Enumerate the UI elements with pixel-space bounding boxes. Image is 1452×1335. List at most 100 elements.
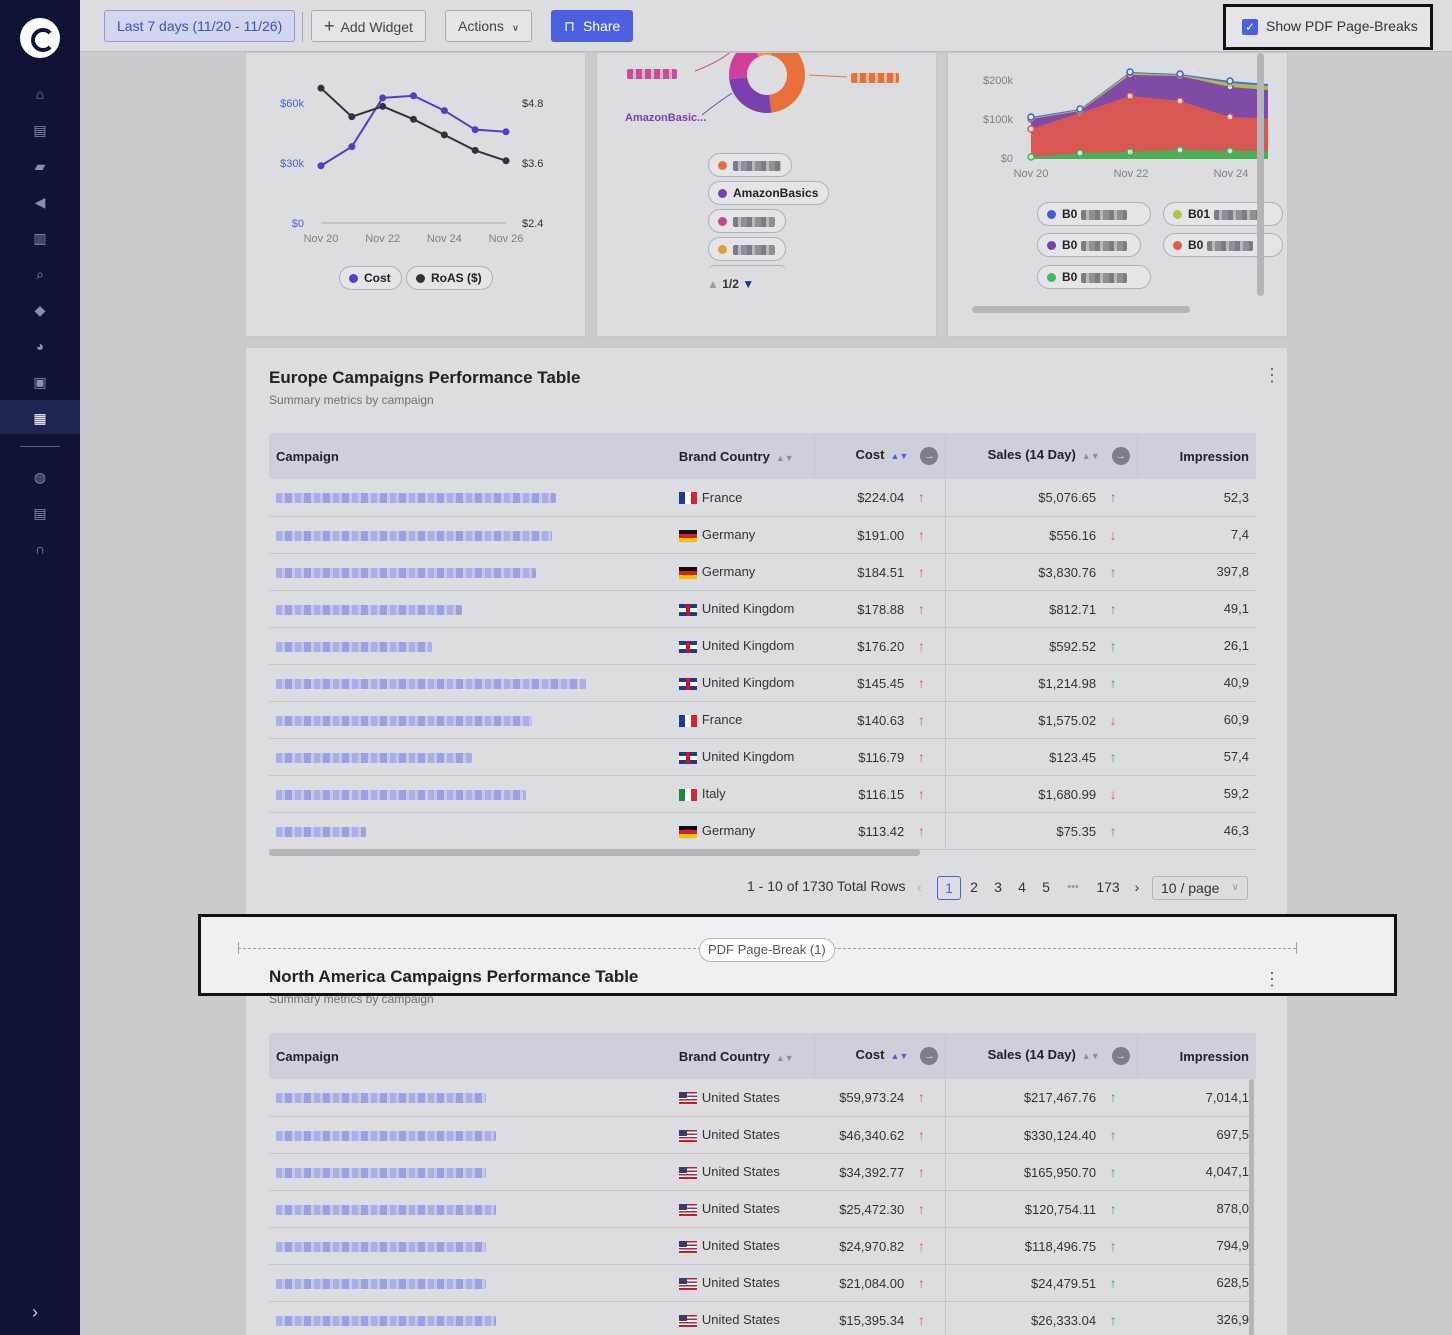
data-point[interactable] [471, 146, 479, 154]
cell-campaign[interactable] [269, 664, 672, 702]
donut-slice[interactable] [729, 77, 772, 113]
sort-icon[interactable]: ▲▼ [775, 452, 794, 463]
data-point[interactable] [379, 94, 387, 102]
col-cost[interactable]: Cost ▲▼ → [814, 433, 946, 479]
data-point[interactable] [440, 107, 448, 115]
data-point[interactable] [1027, 113, 1035, 121]
barcode-icon[interactable]: ▥ [33, 230, 47, 246]
data-point[interactable] [410, 115, 417, 123]
sort-desc-icon[interactable]: ▲▼ [890, 1051, 909, 1061]
data-point[interactable] [317, 162, 325, 170]
campaign-name-blurred[interactable] [276, 715, 532, 726]
area-legend-item[interactable]: B0 [1037, 202, 1151, 226]
table-row[interactable]: United States $25,472.30 ↑ $120,754.11 ↑ 878,… [269, 1190, 1256, 1228]
table-vertical-scrollbar[interactable] [1249, 1079, 1254, 1335]
table-row[interactable]: Germany $184.51 ↑ $3,830.76 ↑ 397,8 [269, 553, 1256, 591]
triangle-down-icon[interactable]: ▼ [742, 277, 755, 291]
table-row[interactable]: Germany $191.00 ↑ $556.16 ↓ 7,4 [269, 516, 1256, 554]
campaign-name-blurred[interactable] [276, 1130, 496, 1141]
campaign-name-blurred[interactable] [276, 493, 556, 504]
cell-campaign[interactable] [269, 553, 672, 591]
cell-campaign[interactable] [269, 516, 672, 554]
data-point[interactable] [348, 113, 356, 121]
pie-chart-icon[interactable]: ◕ [35, 338, 45, 354]
data-point[interactable] [1076, 149, 1084, 157]
pdf-page-breaks-toggle[interactable]: ✓ Show PDF Page-Breaks [1223, 4, 1433, 50]
col-impression[interactable]: Impression [1136, 433, 1256, 479]
cell-campaign[interactable] [269, 1190, 672, 1228]
triangle-up-icon[interactable]: ▲ [707, 277, 719, 291]
folder-icon[interactable]: ▰ [34, 158, 46, 174]
sort-icon[interactable]: ▲▼ [1081, 451, 1100, 461]
campaign-name-blurred[interactable] [276, 826, 366, 837]
col-impression[interactable]: Impression [1136, 1033, 1256, 1079]
table-row[interactable]: United States $24,970.82 ↑ $118,496.75 ↑ 794,… [269, 1227, 1256, 1265]
data-point[interactable] [1126, 92, 1134, 100]
campaign-name-blurred[interactable] [276, 567, 536, 578]
kebab-icon[interactable]: ⋮ [1263, 365, 1281, 385]
cell-campaign[interactable] [269, 738, 672, 776]
data-point[interactable] [317, 84, 325, 92]
data-point[interactable] [502, 157, 510, 165]
page-1[interactable]: 1 [937, 876, 961, 900]
data-point[interactable] [410, 92, 417, 100]
donut-slice[interactable] [769, 53, 805, 113]
col-campaign[interactable]: Campaign [269, 1033, 672, 1079]
area-legend-item[interactable]: B01 [1163, 202, 1283, 226]
donut-legend-item[interactable] [708, 209, 786, 233]
data-point[interactable] [1176, 146, 1184, 154]
share-button[interactable]: ⊓ Share [551, 10, 634, 42]
donut-slice[interactable] [729, 53, 759, 80]
campaign-name-blurred[interactable] [276, 678, 586, 689]
cell-campaign[interactable] [269, 590, 672, 628]
arrow-right-circle-icon[interactable]: → [1111, 1047, 1130, 1065]
vertical-scrollbar[interactable] [1257, 53, 1264, 296]
data-point[interactable] [1126, 68, 1134, 76]
megaphone-icon[interactable]: ◀ [34, 194, 46, 210]
table-row[interactable]: Italy $116.15 ↑ $1,680.99 ↓ 59,2 [269, 775, 1256, 813]
area-legend-item[interactable]: B0 [1163, 233, 1283, 257]
store-icon[interactable]: ▤ [33, 122, 47, 138]
arrow-right-circle-icon[interactable]: → [920, 1047, 939, 1065]
cell-campaign[interactable] [269, 812, 672, 850]
data-point[interactable] [379, 102, 387, 110]
actions-button[interactable]: Actions ∨ [445, 10, 533, 42]
logo[interactable] [20, 18, 60, 58]
chevron-left-icon[interactable]: ‹ [917, 879, 922, 895]
campaign-name-blurred[interactable] [276, 604, 462, 615]
checkbox-checked-icon[interactable]: ✓ [1242, 19, 1258, 35]
data-point[interactable] [1126, 148, 1134, 156]
data-point[interactable] [471, 126, 479, 134]
data-point[interactable] [348, 143, 356, 151]
data-point[interactable] [1226, 77, 1234, 85]
data-point[interactable] [1076, 105, 1084, 113]
donut-legend-item[interactable]: AmazonBasics [708, 181, 830, 205]
table-row[interactable]: United States $21,084.00 ↑ $24,479.51 ↑ 628,5 [269, 1264, 1256, 1302]
col-brand-country[interactable]: Brand Country ▲▼ [671, 433, 815, 479]
table-row[interactable]: United Kingdom $116.79 ↑ $123.45 ↑ 57,4 [269, 738, 1256, 776]
sort-icon[interactable]: ▲▼ [1081, 1051, 1100, 1061]
cell-campaign[interactable] [269, 1079, 672, 1117]
col-campaign[interactable]: Campaign [269, 433, 672, 479]
data-point[interactable] [1176, 97, 1184, 105]
page-size-select[interactable]: 10 / page ∨ [1152, 876, 1248, 900]
table-row[interactable]: United States $15,395.34 ↑ $26,333.04 ↑ 326,9 [269, 1301, 1256, 1335]
legend-roas[interactable]: RoAS ($) [406, 266, 493, 290]
data-point[interactable] [440, 131, 448, 139]
table-row[interactable]: United States $34,392.77 ↑ $165,950.70 ↑ 4,04… [269, 1153, 1256, 1191]
page-ellipsis[interactable]: ••• [1067, 881, 1079, 893]
campaign-name-blurred[interactable] [276, 752, 472, 763]
kebab-icon[interactable]: ⋮ [1263, 969, 1281, 989]
dashboard-icon[interactable]: ▦ [33, 410, 47, 426]
campaign-name-blurred[interactable] [276, 641, 432, 652]
table-row[interactable]: United States $59,973.24 ↑ $217,467.76 ↑ 7,01… [269, 1079, 1256, 1117]
data-point[interactable] [502, 128, 510, 136]
donut-legend-item[interactable] [708, 237, 786, 261]
area-legend-item[interactable]: B0 [1037, 233, 1141, 257]
cell-campaign[interactable] [269, 1153, 672, 1191]
page-5[interactable]: 5 [1042, 879, 1050, 895]
page-3[interactable]: 3 [994, 879, 1002, 895]
page-2[interactable]: 2 [970, 879, 978, 895]
campaign-name-blurred[interactable] [276, 1204, 496, 1215]
chevron-right-icon[interactable]: › [1134, 879, 1140, 895]
